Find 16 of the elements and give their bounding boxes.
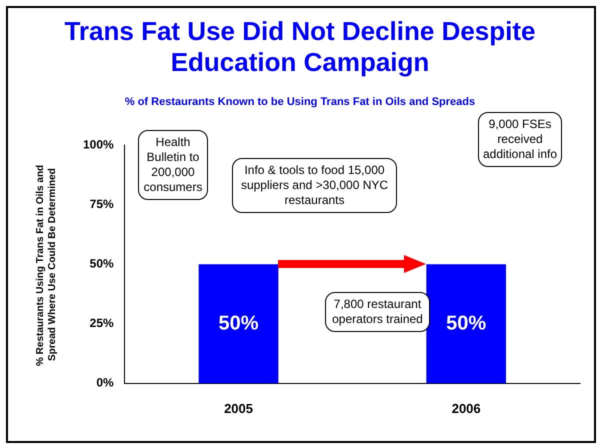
annotation: 9,000 FSEs received additional info — [478, 112, 562, 167]
data-label: 50% — [218, 312, 259, 334]
y-tick-label: 100% — [82, 137, 114, 152]
y-tick-label: 0% — [96, 376, 114, 390]
y-tick-label: 25% — [90, 316, 114, 330]
annotation: Info & tools to food 15,000 suppliers and >30,000 NYC restaurants — [232, 158, 397, 213]
annotation: Health Bulletin to 200,000 consumers — [138, 130, 208, 200]
data-label: 50% — [446, 312, 486, 334]
chart-subtitle: % of Restaurants Known to be Using Trans Fat in Oils and Spreads — [124, 96, 476, 108]
y-tick-label: 50% — [90, 256, 114, 271]
x-tick-label: 2006 — [452, 400, 481, 416]
chart-title: Trans Fat Use Did Not Decline Despite Education Campaign — [63, 16, 536, 78]
annotation: 7,800 restaurant operators trained — [325, 292, 430, 332]
y-axis-title: % Restaurants Using Trans Fat in Oils and Spread Where Use Could Be Determined — [35, 163, 59, 368]
y-tick-label: 75% — [90, 196, 114, 211]
x-tick-label: 2005 — [224, 400, 253, 416]
